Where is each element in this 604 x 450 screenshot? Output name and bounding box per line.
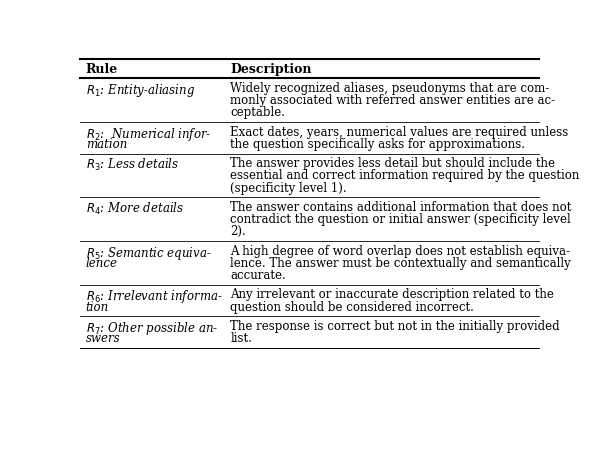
Text: monly associated with referred answer entities are ac-: monly associated with referred answer en… (230, 94, 556, 107)
Text: lence. The answer must be contextually and semantically: lence. The answer must be contextually a… (230, 257, 571, 270)
Text: 2).: 2). (230, 225, 246, 238)
Text: accurate.: accurate. (230, 269, 286, 282)
Text: The answer contains additional information that does not: The answer contains additional informati… (230, 201, 571, 214)
Text: tion: tion (86, 301, 109, 314)
Text: mation: mation (86, 138, 127, 151)
Text: essential and correct information required by the question: essential and correct information requir… (230, 169, 580, 182)
Text: A high degree of word overlap does not establish equiva-: A high degree of word overlap does not e… (230, 244, 570, 257)
Text: $R_2$:  Numerical infor-: $R_2$: Numerical infor- (86, 126, 211, 143)
Text: ceptable.: ceptable. (230, 106, 285, 119)
Text: $R_1$: Entity-aliasing: $R_1$: Entity-aliasing (86, 82, 195, 99)
Text: Widely recognized aliases, pseudonyms that are com-: Widely recognized aliases, pseudonyms th… (230, 82, 550, 95)
Text: question should be considered incorrect.: question should be considered incorrect. (230, 301, 474, 314)
Text: $R_6$: Irrelevant informa-: $R_6$: Irrelevant informa- (86, 288, 222, 305)
Text: The answer provides less detail but should include the: The answer provides less detail but shou… (230, 157, 555, 170)
Text: Description: Description (230, 63, 312, 76)
Text: list.: list. (230, 332, 252, 345)
Text: Any irrelevant or inaccurate description related to the: Any irrelevant or inaccurate description… (230, 288, 554, 302)
Text: swers: swers (86, 332, 120, 345)
Text: contradict the question or initial answer (specificity level: contradict the question or initial answe… (230, 213, 571, 226)
Text: $R_4$: More details: $R_4$: More details (86, 201, 184, 217)
Text: the question specifically asks for approximations.: the question specifically asks for appro… (230, 138, 525, 151)
Text: $R_5$: Semantic equiva-: $R_5$: Semantic equiva- (86, 244, 212, 261)
Text: $R_3$: Less details: $R_3$: Less details (86, 157, 179, 173)
Text: Rule: Rule (86, 63, 118, 76)
Text: Exact dates, years, numerical values are required unless: Exact dates, years, numerical values are… (230, 126, 568, 139)
Text: The response is correct but not in the initially provided: The response is correct but not in the i… (230, 320, 560, 333)
Text: (specificity level 1).: (specificity level 1). (230, 182, 347, 195)
Text: lence: lence (86, 257, 118, 270)
Text: $R_7$: Other possible an-: $R_7$: Other possible an- (86, 320, 218, 337)
